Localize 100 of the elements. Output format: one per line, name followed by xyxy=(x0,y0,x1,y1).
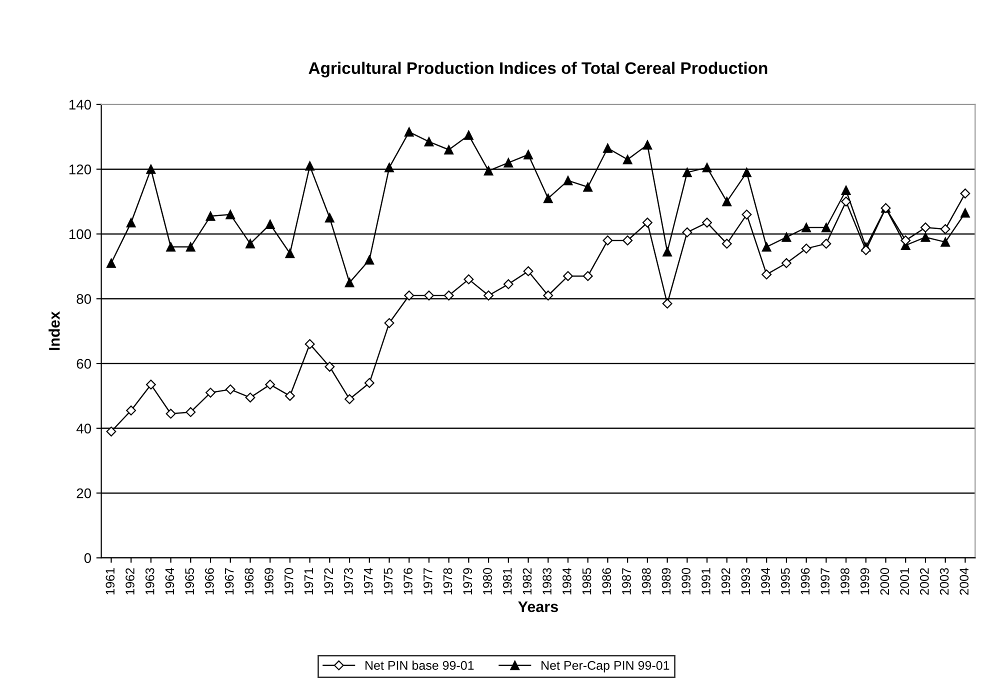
point xyxy=(781,258,792,268)
x-tick-label: 2000 xyxy=(880,568,890,595)
point xyxy=(106,258,116,268)
x-tick-label: 1983 xyxy=(542,568,552,594)
x-tick-label: 1998 xyxy=(840,568,850,594)
x-tick-label: 1985 xyxy=(582,568,592,594)
point xyxy=(742,210,752,220)
point xyxy=(940,237,950,247)
point xyxy=(246,238,255,248)
point xyxy=(245,392,256,402)
point xyxy=(464,130,474,140)
x-tick-label: 1968 xyxy=(244,568,254,594)
chart-title: Agricultural Production Indices of Total Cereal Production xyxy=(308,62,768,78)
y-tick-label: 40 xyxy=(76,424,92,434)
point xyxy=(762,242,772,252)
point xyxy=(583,182,593,192)
point xyxy=(702,218,712,228)
point xyxy=(722,238,732,249)
point xyxy=(543,194,553,204)
x-tick-label: 1971 xyxy=(304,568,314,594)
x-tick-label: 1993 xyxy=(741,568,750,594)
y-tick-label: 0 xyxy=(84,553,92,564)
x-tick-label: 1969 xyxy=(264,568,274,594)
point xyxy=(464,274,474,284)
point xyxy=(304,339,315,350)
x-tick-label: 1999 xyxy=(860,568,870,594)
point xyxy=(265,220,275,229)
x-tick-label: 1996 xyxy=(800,568,810,594)
point xyxy=(146,164,156,174)
point xyxy=(602,143,612,153)
point xyxy=(960,188,970,198)
point xyxy=(524,150,533,160)
point xyxy=(226,210,236,220)
legend-label: Net PIN base 99-01 xyxy=(366,660,474,670)
point xyxy=(344,278,354,288)
point xyxy=(285,248,295,258)
x-tick-label: 1965 xyxy=(185,568,194,594)
point xyxy=(126,406,136,416)
point xyxy=(801,244,812,254)
point xyxy=(484,166,494,176)
x-tick-label: 1986 xyxy=(602,568,612,594)
x-tick-label: 1979 xyxy=(463,568,472,594)
x-tick-label: 1989 xyxy=(662,568,671,594)
point xyxy=(344,394,355,404)
point xyxy=(642,218,652,228)
x-tick-label: 1970 xyxy=(284,568,294,594)
point xyxy=(920,222,930,232)
legend-label: Net Per-Cap PIN 99-01 xyxy=(542,660,670,672)
point xyxy=(424,136,434,146)
point xyxy=(206,211,216,221)
point xyxy=(284,390,295,401)
x-tick-label: 1966 xyxy=(205,568,214,594)
x-tick-label: 1974 xyxy=(364,568,373,594)
point xyxy=(742,168,752,178)
y-tick-label: 140 xyxy=(69,100,92,110)
point xyxy=(563,176,573,186)
point xyxy=(225,384,236,394)
x-tick-label: 1990 xyxy=(682,568,691,594)
x-tick-label: 1987 xyxy=(622,568,631,594)
point xyxy=(166,242,176,252)
point xyxy=(404,127,414,137)
x-tick-label: 1977 xyxy=(423,568,432,594)
point xyxy=(860,245,871,256)
x-tick-label: 2004 xyxy=(960,568,969,595)
point xyxy=(682,168,692,178)
x-tick-label: 1984 xyxy=(562,568,572,594)
x-tick-label: 2003 xyxy=(940,568,949,595)
point xyxy=(702,162,712,172)
point xyxy=(444,290,454,300)
point xyxy=(523,266,534,276)
y-tick-label: 80 xyxy=(76,294,92,304)
point xyxy=(324,213,334,222)
x-tick-label: 2002 xyxy=(920,568,929,595)
point xyxy=(960,208,970,218)
x-tick-label: 2001 xyxy=(900,568,909,595)
point xyxy=(404,290,414,300)
point xyxy=(504,158,514,168)
point xyxy=(484,290,494,300)
point xyxy=(582,271,593,282)
x-tick-label: 1973 xyxy=(344,568,353,594)
x-tick-label: 1975 xyxy=(384,568,393,594)
point xyxy=(364,255,374,265)
x-tick-label: 1982 xyxy=(522,568,532,594)
y-tick-label: 120 xyxy=(69,164,92,174)
point xyxy=(782,232,792,242)
point xyxy=(265,380,276,390)
point xyxy=(841,186,851,195)
x-tick-label: 1961 xyxy=(106,568,115,594)
x-tick-label: 1967 xyxy=(224,568,234,594)
point xyxy=(940,224,950,234)
point xyxy=(424,290,434,300)
point xyxy=(186,242,196,252)
point xyxy=(662,298,672,309)
x-tick-label: 1964 xyxy=(165,568,174,594)
point xyxy=(602,235,613,246)
point xyxy=(821,238,832,249)
x-tick-label: 1995 xyxy=(780,568,790,594)
y-axis-title: Index xyxy=(48,311,60,350)
point xyxy=(186,407,196,418)
point xyxy=(642,140,652,150)
